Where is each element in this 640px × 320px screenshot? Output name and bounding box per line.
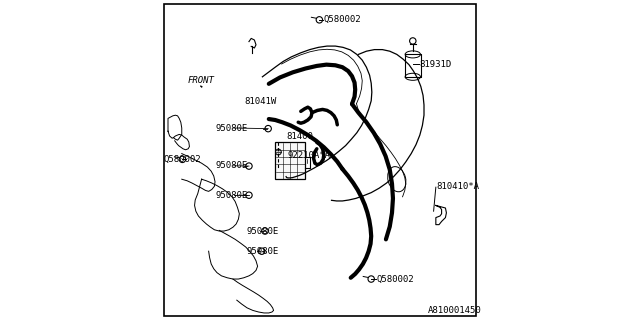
Text: Q580002: Q580002 [377, 275, 415, 284]
FancyBboxPatch shape [275, 142, 305, 179]
Text: 810410*A: 810410*A [437, 182, 480, 191]
Text: 81931D: 81931D [420, 60, 452, 68]
Text: 81041W: 81041W [245, 97, 277, 106]
Text: 95080E: 95080E [246, 247, 278, 256]
Circle shape [275, 149, 282, 155]
Text: 95080E: 95080E [216, 124, 248, 132]
Text: 95080E: 95080E [216, 161, 248, 170]
Text: 95080E: 95080E [246, 227, 278, 236]
Text: 95080E: 95080E [216, 191, 248, 200]
Text: A810001450: A810001450 [428, 306, 482, 315]
Text: Q580002: Q580002 [163, 155, 201, 164]
Text: 81400: 81400 [287, 132, 313, 141]
Text: FRONT: FRONT [187, 76, 214, 84]
Text: Q580002: Q580002 [324, 15, 362, 24]
Text: 92210A*A: 92210A*A [288, 151, 331, 160]
